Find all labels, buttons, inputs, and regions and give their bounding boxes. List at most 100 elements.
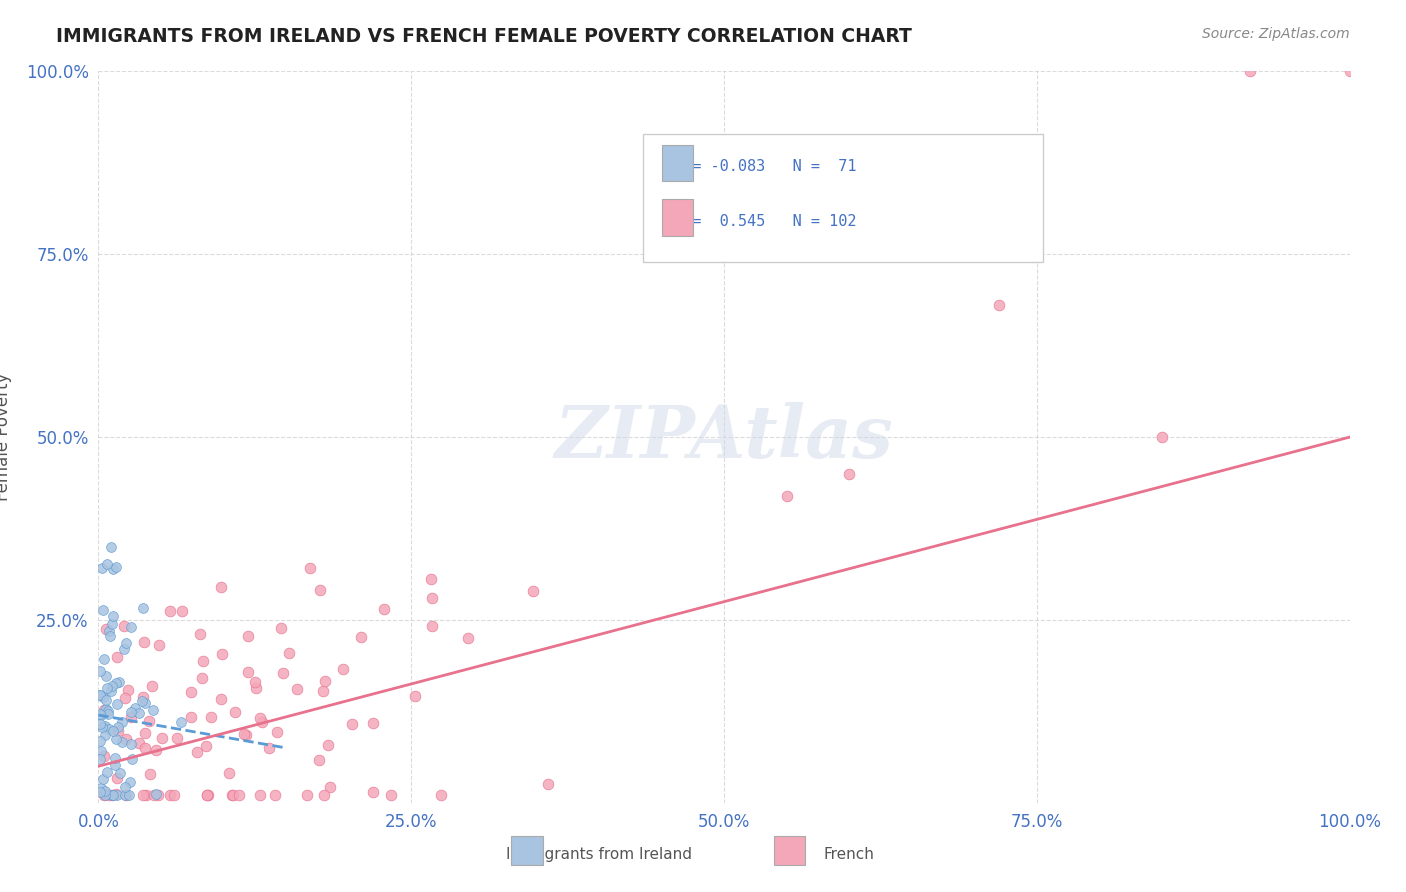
Point bbox=[218, 765, 240, 780]
Point bbox=[235, 728, 257, 742]
Point bbox=[287, 682, 309, 697]
Point bbox=[142, 703, 165, 717]
Point bbox=[232, 726, 254, 740]
Point bbox=[191, 671, 214, 685]
Point bbox=[838, 467, 860, 481]
Bar bbox=[512, 836, 543, 865]
Point bbox=[128, 736, 150, 750]
Point bbox=[134, 634, 156, 648]
Point bbox=[163, 789, 186, 803]
Point bbox=[93, 787, 115, 801]
Point bbox=[107, 723, 129, 738]
Point bbox=[93, 651, 115, 665]
Point bbox=[117, 683, 139, 698]
Point bbox=[430, 789, 453, 803]
Point bbox=[200, 710, 222, 724]
Point bbox=[191, 654, 214, 668]
Point bbox=[98, 624, 121, 638]
Point bbox=[249, 789, 271, 803]
Point bbox=[114, 732, 136, 747]
Point bbox=[94, 622, 117, 636]
Point bbox=[373, 602, 395, 616]
Point bbox=[134, 725, 156, 739]
Text: IMMIGRANTS FROM IRELAND VS FRENCH FEMALE POVERTY CORRELATION CHART: IMMIGRANTS FROM IRELAND VS FRENCH FEMALE… bbox=[56, 27, 912, 45]
Point bbox=[120, 620, 142, 634]
Point bbox=[96, 765, 118, 780]
Point bbox=[94, 719, 117, 733]
Bar bbox=[775, 836, 806, 865]
Point bbox=[211, 647, 233, 661]
Point bbox=[120, 705, 142, 719]
Point bbox=[100, 684, 122, 698]
Point bbox=[89, 716, 111, 731]
Point bbox=[238, 665, 260, 679]
Point bbox=[105, 559, 128, 574]
Point bbox=[135, 789, 157, 803]
Text: R =  0.545   N = 102: R = 0.545 N = 102 bbox=[673, 214, 856, 229]
Point bbox=[94, 669, 117, 683]
Point bbox=[96, 558, 118, 572]
Point bbox=[139, 767, 162, 781]
Point bbox=[100, 540, 122, 554]
Point bbox=[128, 706, 150, 720]
Point bbox=[252, 714, 274, 729]
Point bbox=[159, 789, 181, 803]
Point bbox=[145, 787, 167, 801]
Point bbox=[380, 789, 402, 803]
Point bbox=[311, 684, 333, 698]
Point bbox=[105, 650, 128, 665]
Point bbox=[91, 690, 114, 705]
Point bbox=[93, 748, 115, 763]
Point bbox=[273, 665, 295, 680]
Text: French: French bbox=[824, 847, 875, 862]
Point bbox=[308, 753, 330, 767]
Point bbox=[316, 738, 339, 752]
Point bbox=[150, 731, 173, 746]
Point bbox=[104, 731, 127, 746]
Point bbox=[228, 789, 250, 803]
Point bbox=[111, 735, 134, 749]
Point bbox=[420, 591, 443, 606]
Point bbox=[166, 731, 188, 745]
Point bbox=[105, 676, 128, 690]
Point bbox=[94, 789, 117, 803]
Point bbox=[148, 789, 170, 803]
Point bbox=[222, 789, 245, 803]
Point bbox=[101, 789, 124, 803]
Point bbox=[105, 771, 128, 785]
Point bbox=[194, 739, 217, 754]
FancyBboxPatch shape bbox=[643, 134, 1043, 261]
Point bbox=[1339, 64, 1361, 78]
Point bbox=[97, 704, 120, 718]
Point bbox=[101, 789, 124, 803]
Point bbox=[89, 688, 111, 702]
Point bbox=[319, 780, 342, 794]
Point bbox=[114, 789, 136, 803]
Point bbox=[1150, 430, 1173, 444]
Point bbox=[115, 636, 138, 650]
Point bbox=[103, 724, 125, 739]
Point bbox=[98, 629, 121, 643]
Point bbox=[121, 752, 143, 766]
Point bbox=[209, 692, 232, 706]
Point bbox=[93, 789, 115, 803]
Point bbox=[114, 789, 136, 803]
Point bbox=[89, 706, 111, 721]
Point bbox=[94, 693, 117, 707]
Point bbox=[96, 707, 118, 722]
Point bbox=[89, 734, 111, 748]
Point bbox=[266, 725, 288, 739]
Bar bbox=[661, 199, 693, 235]
Point bbox=[134, 740, 156, 755]
Point bbox=[457, 631, 479, 645]
Point bbox=[350, 630, 373, 644]
Point bbox=[221, 789, 243, 803]
Point bbox=[988, 298, 1011, 312]
Point bbox=[148, 638, 170, 652]
Point bbox=[188, 627, 211, 641]
Point bbox=[112, 619, 135, 633]
Point bbox=[93, 703, 115, 717]
Point bbox=[124, 701, 146, 715]
Point bbox=[257, 741, 280, 756]
Point bbox=[170, 714, 193, 729]
